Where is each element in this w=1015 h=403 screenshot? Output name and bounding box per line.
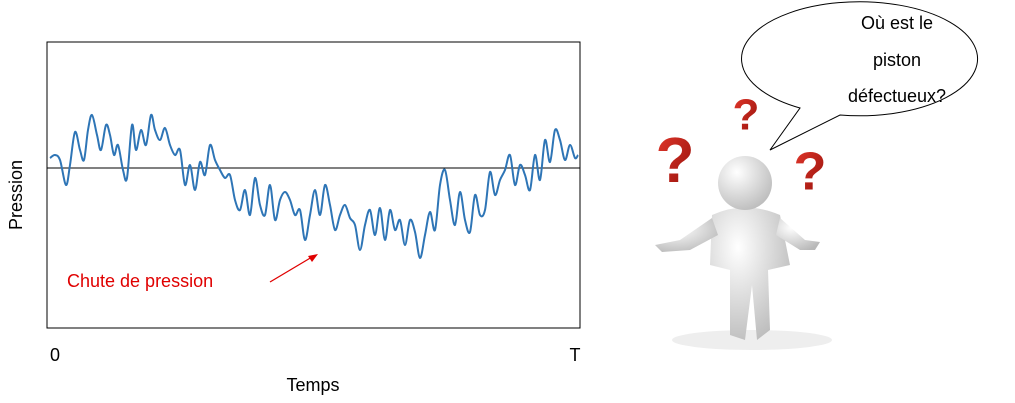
x-axis-label: Temps <box>286 375 339 395</box>
question-mark: ? <box>733 91 760 140</box>
x-tick-label: 0 <box>50 345 60 365</box>
annotation-arrow <box>269 256 313 283</box>
question-mark: ? <box>794 141 827 201</box>
annotation: Chute de pression <box>67 271 213 291</box>
x-tick-label: T <box>570 345 581 365</box>
bubble-line: défectueux? <box>848 86 946 106</box>
bubble-line: Où est le <box>861 13 933 33</box>
arrow-head <box>308 254 318 262</box>
question-mark: ? <box>655 124 694 196</box>
plot-frame <box>46 41 581 329</box>
bubble-line: piston <box>873 50 921 70</box>
pressure-line <box>49 113 579 260</box>
y-axis-label: Pression <box>6 160 26 230</box>
speech-bubble <box>741 1 979 151</box>
figure <box>655 156 832 350</box>
